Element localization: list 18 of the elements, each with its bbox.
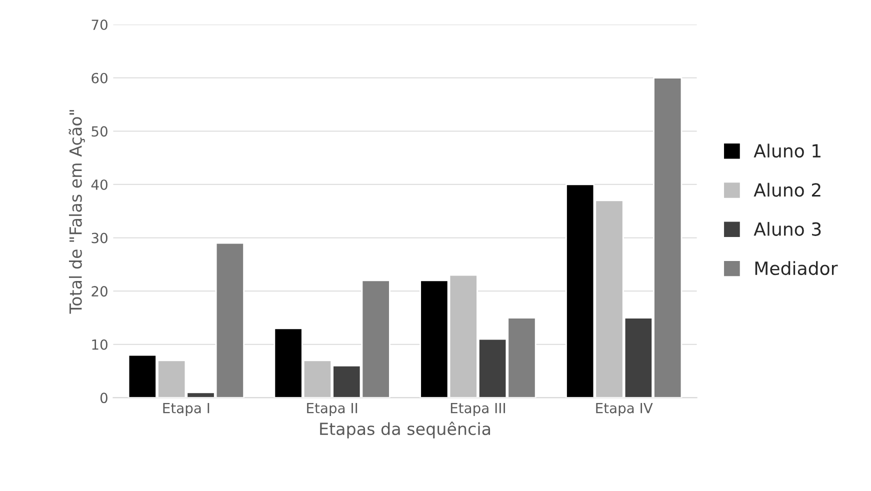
legend-label: Aluno 1 bbox=[754, 144, 820, 158]
y-tick-label: 30 bbox=[92, 232, 108, 244]
legend-label: Aluno 3 bbox=[754, 222, 821, 236]
y-axis-title: Total de "Falas em Ação" bbox=[68, 110, 85, 314]
y-tick-label: 50 bbox=[92, 126, 108, 137]
y-tick-label: 0 bbox=[100, 392, 108, 404]
x-axis-title: Etapas da sequência bbox=[320, 422, 490, 438]
x-tick-label: Etapa II bbox=[307, 403, 358, 416]
legend-label: Mediador bbox=[755, 261, 838, 276]
y-tick-label: 10 bbox=[92, 339, 108, 350]
y-tick-label: 70 bbox=[92, 20, 108, 30]
y-tick-label: 60 bbox=[92, 72, 108, 84]
x-tick-label: Etapa I bbox=[163, 403, 210, 416]
x-tick-label: Etapa III bbox=[450, 403, 505, 416]
y-tick-label: 40 bbox=[91, 179, 108, 190]
y-tick-label: 20 bbox=[92, 286, 108, 297]
legend-label: Aluno 2 bbox=[754, 182, 820, 197]
x-tick-label: Etapa IV bbox=[596, 403, 653, 416]
